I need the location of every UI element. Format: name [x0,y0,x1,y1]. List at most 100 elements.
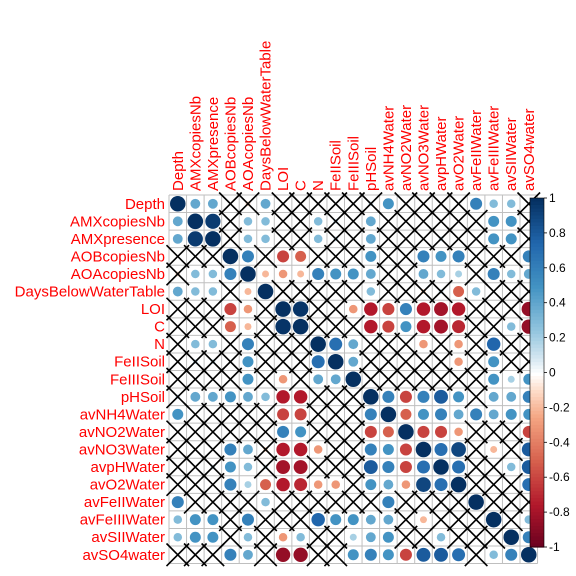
corr-circle-pHSoil-avpHWater [434,390,448,404]
corr-circle-avNO3Water-AOBcopiesNb [224,443,236,455]
corr-circle-avNH4Water-avSIIWater [506,409,517,420]
legend-color-segment [530,379,544,383]
column-label-FeIISoil: FeIISoil [328,140,345,191]
corr-circle-avFeIIIWater-AMXpresence [207,514,218,525]
corr-circle-C-avpHWater [434,320,448,334]
corr-circle-AOAcopiesNb-AOAcopiesNb [240,266,256,282]
legend-color-segment [530,383,544,387]
corr-circle-LOI-avNO2Water [400,303,412,315]
legend-color-segment [530,509,544,513]
legend-color-segment [530,198,544,202]
legend-color-segment [530,271,544,275]
corr-circle-avFeIIIWater-pHSoil [366,515,376,525]
row-label-avNH4Water: avNH4Water [80,406,165,423]
legend-tick-label: -0.8 [549,505,570,519]
row-label-FeIISoil: FeIISoil [114,354,165,371]
column-label-avNH4Water: avNH4Water [380,106,397,191]
corr-circle-N-N [310,336,326,352]
corr-circle-FeIIISoil-FeIIISoil [346,372,362,388]
corr-circle-FeIIISoil-avSIIWater [508,376,515,383]
legend-color-segment [530,474,544,478]
corr-circle-AMXcopiesNb-avSIIWater [506,216,517,227]
row-label-N: N [154,336,165,353]
column-label-avO2Water: avO2Water [451,116,468,191]
corr-circle-avFeIIWater-DaysBelowWaterTable [261,498,270,507]
legend-color-segment [530,467,544,471]
legend-color-segment [530,407,544,411]
corr-circle-pHSoil-AMXpresence [208,392,218,402]
legend-color-segment [530,449,544,453]
column-label-AOAcopiesNb: AOAcopiesNb [240,97,257,191]
corr-circle-avpHWater-AOAcopiesNb [244,463,253,472]
corr-circle-avpHWater-avSIIWater [507,463,516,472]
corr-circle-avNO2Water-avO2Water [454,428,463,437]
legend-color-segment [530,327,544,331]
legend-color-segment [530,352,544,356]
corr-circle-N-avNO3Water [419,340,428,349]
row-labels: DepthAMXcopiesNbAMXpresenceAOBcopiesNbAO… [15,196,166,564]
legend-color-segment [530,404,544,408]
legend-color-segment [530,345,544,349]
column-label-avFeIIWater: avFeIIWater [468,110,485,191]
legend-color-segment [530,530,544,534]
corr-circle-avNO3Water-AOAcopiesNb [243,445,253,455]
corr-circle-avSIIWater-FeIIISoil [350,534,357,541]
corr-circle-AMXpresence-AMXpresence [205,231,221,247]
corr-circle-avSO4water-C [293,548,307,562]
column-label-avSIIWater: avSIIWater [503,117,520,191]
column-label-FeIIISoil: FeIIISoil [345,136,362,191]
corr-circle-N-AOAcopiesNb [242,338,254,350]
legend-color-segment [530,338,544,342]
corr-circle-avpHWater-avNH4Water [382,461,394,473]
legend-color-segment [530,421,544,425]
legend-color-segment [530,296,544,300]
legend-color-segment [530,243,544,247]
corr-circle-avSIIWater-Depth [174,533,183,542]
legend-tick-label: 0 [549,366,556,380]
corr-circle-LOI-LOI [275,301,291,317]
legend-tick-label: 0.4 [549,296,566,310]
legend-color-segment [530,411,544,415]
corr-circle-avNH4Water-LOI [277,408,289,420]
corr-circle-avNO3Water-N [314,445,323,454]
legend-color-segment [530,369,544,373]
row-label-FeIIISoil: FeIIISoil [110,371,165,388]
row-label-avNO3Water: avNO3Water [79,441,165,458]
corr-circle-avNO3Water-avO2Water [451,442,466,457]
legend-color-segment [530,292,544,296]
corr-circle-avFeIIIWater-FeIISoil [330,514,341,525]
legend-color-segment [530,285,544,289]
legend-color-segment [530,313,544,317]
legend-color-segment [530,481,544,485]
legend-color-segment [530,212,544,216]
corr-circle-AMXpresence-DaysBelowWaterTable [261,235,270,244]
legend-color-segment [530,254,544,258]
corr-circle-AOAcopiesNb-LOI [279,270,288,279]
corr-circle-Depth-avNH4Water [383,198,394,209]
corr-circle-avpHWater-pHSoil [364,460,378,474]
corr-circle-LOI-AOBcopiesNb [224,303,236,315]
row-label-avpHWater: avpHWater [91,459,165,476]
legend-color-segment [530,491,544,495]
legend-color-segment [530,215,544,219]
legend-color-segment [530,376,544,380]
corr-circle-LOI-avO2Water [452,302,465,315]
corr-circle-AMXcopiesNb-Depth [173,216,183,226]
corr-circle-AMXcopiesNb-AOAcopiesNb [244,217,253,226]
corr-circle-AMXpresence-AMXcopiesNb [188,231,203,246]
legend-tick-label: -0.6 [549,470,570,484]
corr-circle-pHSoil-AOAcopiesNb [243,392,253,402]
corr-circle-avSO4water-avNO2Water [400,549,412,561]
corr-circle-avpHWater-avNO2Water [400,461,412,473]
corr-circle-avFeIIIWater-Depth [174,515,183,524]
legend-color-segment [530,400,544,404]
column-label-C: C [293,180,310,191]
legend-color-segment [530,477,544,481]
corr-circle-AOBcopiesNb-AOAcopiesNb [242,250,254,262]
legend-color-segment [530,495,544,499]
corr-circle-avpHWater-LOI [276,460,290,474]
legend-color-segment [530,418,544,422]
corr-circle-avO2Water-avNO3Water [416,477,431,492]
corr-circle-AOAcopiesNb-AMXcopiesNb [191,270,200,279]
